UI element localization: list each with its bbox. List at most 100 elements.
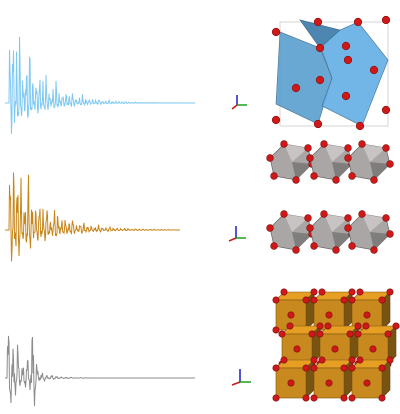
atom	[349, 357, 355, 363]
atom	[319, 357, 325, 363]
atom	[311, 297, 317, 303]
atom	[311, 365, 317, 371]
atom	[349, 173, 356, 180]
axis-x	[232, 382, 240, 385]
atom	[341, 365, 347, 371]
atom	[273, 395, 279, 401]
waveform	[5, 173, 180, 262]
atom	[307, 155, 314, 162]
atom	[267, 225, 274, 232]
atom	[305, 145, 312, 152]
axis-x	[229, 238, 236, 241]
atom	[271, 173, 278, 180]
waveform	[5, 37, 195, 134]
atom	[311, 289, 317, 295]
atom	[314, 18, 322, 26]
atom	[317, 323, 323, 329]
atom	[273, 365, 279, 371]
atom	[272, 28, 280, 36]
atom	[272, 116, 280, 124]
atom	[387, 231, 394, 238]
atom	[345, 225, 352, 232]
atom	[382, 106, 390, 114]
atom	[357, 357, 363, 363]
atom	[311, 173, 318, 180]
atom	[387, 357, 393, 363]
page: (() => { const data = JSON.parse(documen…	[0, 0, 400, 414]
atom	[349, 365, 355, 371]
atom	[349, 289, 355, 295]
atom	[319, 289, 325, 295]
atom	[303, 395, 309, 401]
atom	[292, 84, 300, 92]
atom	[271, 243, 278, 250]
atom	[281, 211, 288, 218]
atom	[288, 380, 294, 386]
atom	[311, 243, 318, 250]
atom	[279, 331, 285, 337]
atom	[281, 141, 288, 148]
atom	[311, 357, 317, 363]
atom	[267, 155, 274, 162]
atom	[363, 323, 369, 329]
atom	[349, 297, 355, 303]
atom	[359, 141, 366, 148]
atom	[305, 215, 312, 222]
atom	[356, 122, 364, 130]
atom	[364, 312, 370, 318]
atom	[387, 289, 393, 295]
atom	[382, 16, 390, 24]
atom	[321, 211, 328, 218]
atom	[347, 331, 353, 337]
atom	[316, 44, 324, 52]
atom	[393, 323, 399, 329]
atom	[316, 76, 324, 84]
atom	[333, 177, 340, 184]
atom	[357, 289, 363, 295]
atom	[294, 346, 300, 352]
atom	[293, 177, 300, 184]
atom	[379, 297, 385, 303]
atom	[379, 365, 385, 371]
atom	[333, 247, 340, 254]
atom	[273, 327, 279, 333]
atom	[303, 297, 309, 303]
atom	[326, 312, 332, 318]
atom	[273, 297, 279, 303]
axis-x	[232, 105, 237, 109]
atom	[288, 312, 294, 318]
waveform	[5, 336, 195, 406]
atom	[342, 42, 350, 50]
atom	[332, 346, 338, 352]
atom	[355, 331, 361, 337]
atom	[383, 215, 390, 222]
axis-triad	[229, 226, 246, 241]
atom	[344, 56, 352, 64]
atom	[349, 243, 356, 250]
atom	[345, 145, 352, 152]
atom	[371, 177, 378, 184]
atom	[355, 323, 361, 329]
atom	[359, 211, 366, 218]
atom	[309, 331, 315, 337]
atom	[371, 247, 378, 254]
structure	[276, 20, 388, 126]
atom	[317, 331, 323, 337]
atom	[379, 395, 385, 401]
atom	[281, 357, 287, 363]
figure	[0, 0, 400, 414]
atom	[314, 120, 322, 128]
axis-triad	[232, 369, 251, 385]
atom	[349, 395, 355, 401]
atom	[370, 346, 376, 352]
atom	[281, 289, 287, 295]
atom	[383, 145, 390, 152]
atom	[303, 365, 309, 371]
atom	[287, 323, 293, 329]
atom	[354, 18, 362, 26]
atom	[345, 215, 352, 222]
atom	[341, 395, 347, 401]
atom	[307, 225, 314, 232]
atom	[370, 66, 378, 74]
atom	[342, 92, 350, 100]
